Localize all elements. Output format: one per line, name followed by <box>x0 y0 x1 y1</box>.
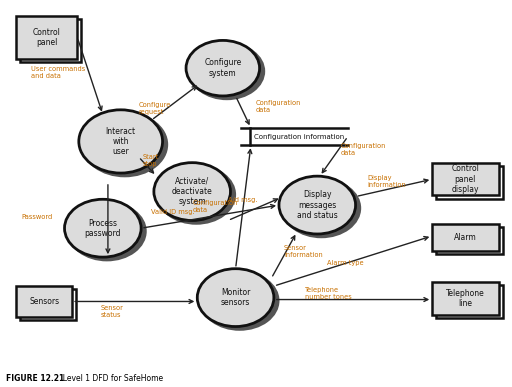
Circle shape <box>188 42 265 100</box>
Text: Level 1 DFD for SafeHome: Level 1 DFD for SafeHome <box>58 374 163 383</box>
Text: Alarm: Alarm <box>454 233 477 242</box>
Text: Start
stop: Start stop <box>143 154 159 167</box>
Bar <box>436 285 503 318</box>
Circle shape <box>154 163 230 221</box>
Bar <box>432 163 499 195</box>
Text: A/d msg.: A/d msg. <box>228 197 258 204</box>
Text: User commands
and data: User commands and data <box>31 65 86 79</box>
Text: Configuration
data: Configuration data <box>192 200 238 214</box>
Text: Password: Password <box>21 214 52 220</box>
Text: Configuration information: Configuration information <box>254 134 345 140</box>
Text: Configure
system: Configure system <box>204 58 242 78</box>
Circle shape <box>67 201 147 261</box>
Circle shape <box>282 178 361 238</box>
Text: Telephone
number tones: Telephone number tones <box>305 287 351 300</box>
Circle shape <box>200 271 280 331</box>
Circle shape <box>186 40 260 96</box>
Text: Alarm type: Alarm type <box>328 260 364 266</box>
Circle shape <box>79 110 162 173</box>
Circle shape <box>279 176 355 234</box>
Text: Telephone
line: Telephone line <box>446 289 485 308</box>
Circle shape <box>197 269 274 327</box>
Bar <box>20 289 76 320</box>
Circle shape <box>81 112 168 177</box>
Text: FIGURE 12.21: FIGURE 12.21 <box>6 374 64 383</box>
Text: Process
password: Process password <box>84 219 121 238</box>
Bar <box>432 282 499 315</box>
Text: Valid ID msg.: Valid ID msg. <box>152 209 195 215</box>
Text: Sensor
status: Sensor status <box>100 305 123 318</box>
Text: Interact
with
user: Interact with user <box>105 127 136 156</box>
Circle shape <box>65 199 141 257</box>
Circle shape <box>157 164 236 225</box>
Text: Display
messages
and status: Display messages and status <box>297 190 337 220</box>
Text: Activate/
deactivate
system: Activate/ deactivate system <box>172 177 212 207</box>
Text: Configure
request: Configure request <box>139 102 171 115</box>
Text: Configuration
data: Configuration data <box>340 143 386 156</box>
Text: Display
information: Display information <box>367 175 406 188</box>
Bar <box>16 16 77 58</box>
Text: Sensors: Sensors <box>29 297 59 306</box>
Text: Control
panel: Control panel <box>33 27 60 47</box>
Text: Monitor
sensors: Monitor sensors <box>221 288 250 307</box>
Text: Sensor
information: Sensor information <box>284 245 323 258</box>
Text: Configuration
data: Configuration data <box>256 100 302 113</box>
Bar <box>432 224 499 251</box>
Bar <box>436 166 503 199</box>
Bar <box>436 228 503 254</box>
Bar <box>20 19 81 62</box>
Text: Control
panel
display: Control panel display <box>452 164 479 194</box>
Bar <box>16 286 72 317</box>
